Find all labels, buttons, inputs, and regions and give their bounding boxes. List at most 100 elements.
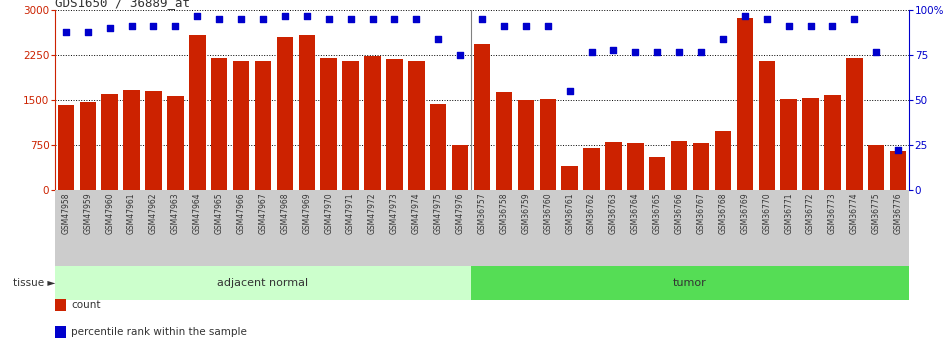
Text: GSM47966: GSM47966 <box>237 192 245 234</box>
Bar <box>430 104 446 190</box>
Bar <box>452 145 469 190</box>
Text: GSM36767: GSM36767 <box>697 192 706 234</box>
Point <box>365 17 380 22</box>
Bar <box>649 157 666 190</box>
Bar <box>562 166 578 190</box>
Text: adjacent normal: adjacent normal <box>218 278 309 288</box>
Text: GSM36760: GSM36760 <box>544 192 552 234</box>
Text: tumor: tumor <box>673 278 707 288</box>
Text: GSM47976: GSM47976 <box>456 192 465 234</box>
Point <box>847 17 862 22</box>
Point <box>759 17 775 22</box>
Bar <box>495 92 512 190</box>
Point <box>80 29 96 34</box>
Text: GSM36758: GSM36758 <box>499 192 509 234</box>
Point <box>409 17 424 22</box>
Bar <box>55 326 66 338</box>
Point <box>803 24 818 29</box>
Bar <box>890 151 906 190</box>
Point <box>474 17 490 22</box>
Point <box>102 26 117 31</box>
Bar <box>759 61 775 190</box>
Bar <box>343 61 359 190</box>
Text: GSM47967: GSM47967 <box>259 192 267 234</box>
Point <box>386 17 402 22</box>
Point <box>563 88 578 94</box>
Text: GSM47960: GSM47960 <box>105 192 115 234</box>
Point <box>168 24 183 29</box>
Text: GSM36770: GSM36770 <box>762 192 771 234</box>
Point <box>650 49 665 55</box>
Text: GSM36765: GSM36765 <box>652 192 662 234</box>
Point <box>693 49 708 55</box>
Point <box>671 49 687 55</box>
Bar <box>189 36 205 190</box>
Text: GSM47962: GSM47962 <box>149 192 158 234</box>
Point <box>518 24 533 29</box>
Text: GSM47959: GSM47959 <box>83 192 92 234</box>
Point <box>825 24 840 29</box>
Text: GSM36773: GSM36773 <box>828 192 837 234</box>
Bar <box>298 35 315 190</box>
Text: GSM47969: GSM47969 <box>302 192 312 234</box>
Text: GSM36759: GSM36759 <box>522 192 530 234</box>
Point <box>343 17 358 22</box>
Bar <box>693 142 709 190</box>
Text: GSM47974: GSM47974 <box>412 192 420 234</box>
Point <box>628 49 643 55</box>
Point <box>540 24 555 29</box>
Bar <box>540 99 556 190</box>
Text: GSM47963: GSM47963 <box>170 192 180 234</box>
Text: GDS1650 / 36889_at: GDS1650 / 36889_at <box>55 0 190 9</box>
Bar <box>605 142 621 190</box>
Bar <box>123 90 140 190</box>
Text: GSM47964: GSM47964 <box>193 192 202 234</box>
Point <box>890 148 905 153</box>
Point <box>868 49 884 55</box>
Point <box>256 17 271 22</box>
Bar <box>802 98 819 190</box>
Point <box>584 49 599 55</box>
Bar <box>233 61 249 190</box>
Point <box>146 24 161 29</box>
Text: GSM47968: GSM47968 <box>280 192 290 234</box>
Text: tissue ►: tissue ► <box>12 278 55 288</box>
Point <box>299 13 314 19</box>
Text: GSM36774: GSM36774 <box>849 192 859 234</box>
Bar <box>868 145 884 190</box>
Point <box>277 13 293 19</box>
Text: count: count <box>71 300 100 310</box>
Bar <box>55 299 66 311</box>
Bar <box>168 97 184 190</box>
Text: GSM36766: GSM36766 <box>674 192 684 234</box>
Bar <box>780 99 796 190</box>
Point <box>321 17 336 22</box>
Text: GSM36761: GSM36761 <box>565 192 574 234</box>
Point <box>124 24 139 29</box>
Text: GSM36762: GSM36762 <box>587 192 596 234</box>
Text: GSM36769: GSM36769 <box>741 192 749 234</box>
Text: GSM47971: GSM47971 <box>346 192 355 234</box>
Bar <box>80 102 96 190</box>
Bar <box>408 61 424 190</box>
Bar <box>101 94 117 190</box>
Text: GSM47965: GSM47965 <box>215 192 223 234</box>
Bar <box>58 105 74 190</box>
Bar <box>365 56 381 190</box>
Bar <box>211 58 227 190</box>
Point <box>496 24 511 29</box>
Bar <box>145 91 162 190</box>
Point <box>781 24 796 29</box>
Bar <box>386 59 402 190</box>
Text: GSM47972: GSM47972 <box>368 192 377 234</box>
Text: GSM36757: GSM36757 <box>477 192 487 234</box>
Text: GSM36776: GSM36776 <box>894 192 902 234</box>
Text: GSM47970: GSM47970 <box>324 192 333 234</box>
Bar <box>474 45 491 190</box>
Text: GSM36768: GSM36768 <box>719 192 727 234</box>
Point <box>606 47 621 52</box>
Text: GSM36772: GSM36772 <box>806 192 815 234</box>
Text: GSM47958: GSM47958 <box>62 192 70 234</box>
Text: GSM47975: GSM47975 <box>434 192 442 234</box>
Bar <box>518 100 534 190</box>
